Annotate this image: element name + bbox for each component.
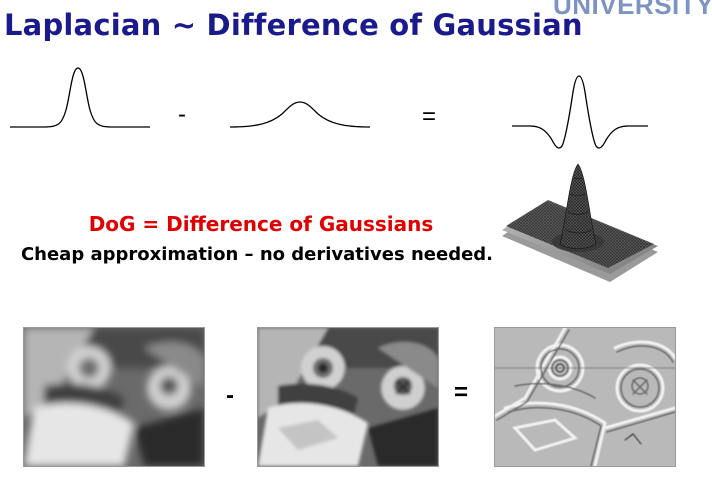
dog-3d-surface-plot [502,163,658,282]
minus-operator-top: - [178,101,186,128]
narrow-gaussian-curve [10,67,150,128]
slide-title: Laplacian ~ Difference of Gaussian [4,8,583,42]
equals-operator-top: = [422,103,437,130]
blurred-image-sigma-large [23,327,205,467]
blurred-image-sigma-small [257,327,439,467]
equals-operator-bottom: = [454,379,469,406]
dog-heading: DoG = Difference of Gaussians [88,212,434,236]
university-logo: UNIVERSITY [552,0,712,20]
minus-operator-bottom: - [226,382,234,409]
dog-subtext: Cheap approximation – no derivatives nee… [20,244,494,265]
dog-curve [512,75,648,149]
wide-gaussian-curve [230,101,370,128]
dog-result-image [494,327,676,467]
